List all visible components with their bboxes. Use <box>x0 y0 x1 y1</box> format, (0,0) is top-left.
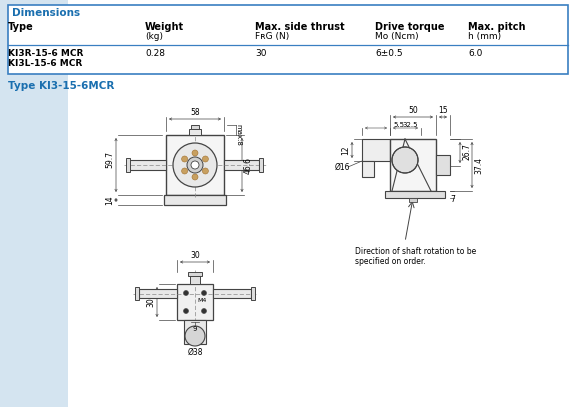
Bar <box>188 272 202 276</box>
Text: Mo (Ncm): Mo (Ncm) <box>375 32 419 41</box>
Bar <box>362 139 390 161</box>
Circle shape <box>173 143 217 187</box>
Text: 30: 30 <box>146 297 155 307</box>
Text: 59.7: 59.7 <box>105 151 114 168</box>
Bar <box>213 289 251 298</box>
Text: Drive torque: Drive torque <box>375 22 445 32</box>
Bar <box>259 158 263 172</box>
Text: 46.6: 46.6 <box>244 157 253 173</box>
Text: 6.0: 6.0 <box>468 49 482 58</box>
Bar <box>177 284 213 320</box>
Text: M4: M4 <box>197 298 206 304</box>
Text: 58: 58 <box>190 108 200 117</box>
Bar <box>135 287 139 300</box>
Circle shape <box>184 309 188 313</box>
Text: 30: 30 <box>190 251 200 260</box>
Bar <box>8 5 568 74</box>
Text: Type: Type <box>8 22 34 32</box>
Text: 12: 12 <box>341 145 350 155</box>
Circle shape <box>202 156 209 162</box>
Bar <box>189 129 201 135</box>
Bar <box>385 191 445 198</box>
Bar <box>436 155 450 175</box>
Text: 6±0.5: 6±0.5 <box>375 49 403 58</box>
Circle shape <box>184 291 188 295</box>
Bar <box>164 195 226 205</box>
Circle shape <box>192 174 198 180</box>
Text: 30: 30 <box>255 49 267 58</box>
Bar <box>190 276 200 284</box>
Text: FʀG (N): FʀG (N) <box>255 32 289 41</box>
Bar <box>409 198 417 202</box>
Circle shape <box>185 326 205 346</box>
Text: Max. side thrust: Max. side thrust <box>255 22 344 32</box>
Text: Dimensions: Dimensions <box>12 8 80 18</box>
Text: Direction of shaft rotation to be
specified on order.: Direction of shaft rotation to be specif… <box>355 247 476 267</box>
Circle shape <box>187 157 203 173</box>
Circle shape <box>202 309 207 313</box>
Bar <box>184 320 206 344</box>
Circle shape <box>181 168 188 174</box>
Text: 9: 9 <box>193 326 197 332</box>
Text: 0.28: 0.28 <box>145 49 165 58</box>
Text: KI3L-15-6 MCR: KI3L-15-6 MCR <box>8 59 82 68</box>
Text: max.8: max.8 <box>235 124 241 146</box>
Bar <box>191 125 199 129</box>
Text: KI3R-15-6 MCR: KI3R-15-6 MCR <box>8 49 84 58</box>
Bar <box>139 289 177 298</box>
Circle shape <box>202 291 207 295</box>
Text: 32.5: 32.5 <box>402 122 418 128</box>
Polygon shape <box>0 0 68 407</box>
Bar <box>166 135 224 195</box>
Text: 14: 14 <box>105 195 114 205</box>
Text: Max. pitch: Max. pitch <box>468 22 525 32</box>
Circle shape <box>202 168 209 174</box>
Bar <box>126 158 130 172</box>
Text: 26.7: 26.7 <box>462 144 471 160</box>
Bar <box>224 160 259 170</box>
Bar <box>390 139 436 191</box>
Text: (kg): (kg) <box>145 32 163 41</box>
Circle shape <box>192 150 198 156</box>
Bar <box>362 161 374 177</box>
Text: Type KI3-15-6MCR: Type KI3-15-6MCR <box>8 81 115 91</box>
Circle shape <box>392 147 418 173</box>
Circle shape <box>191 161 199 169</box>
Text: 7: 7 <box>450 195 455 204</box>
Circle shape <box>181 156 188 162</box>
Bar <box>251 287 255 300</box>
Text: Ø16: Ø16 <box>335 162 350 171</box>
Bar <box>128 160 166 170</box>
Text: 15: 15 <box>438 106 448 115</box>
Text: 50: 50 <box>408 106 418 115</box>
Text: Weight: Weight <box>145 22 184 32</box>
Text: 37.4: 37.4 <box>474 157 483 173</box>
Text: Ø38: Ø38 <box>187 348 203 357</box>
Text: 5.5: 5.5 <box>393 122 404 128</box>
Text: h (mm): h (mm) <box>468 32 501 41</box>
